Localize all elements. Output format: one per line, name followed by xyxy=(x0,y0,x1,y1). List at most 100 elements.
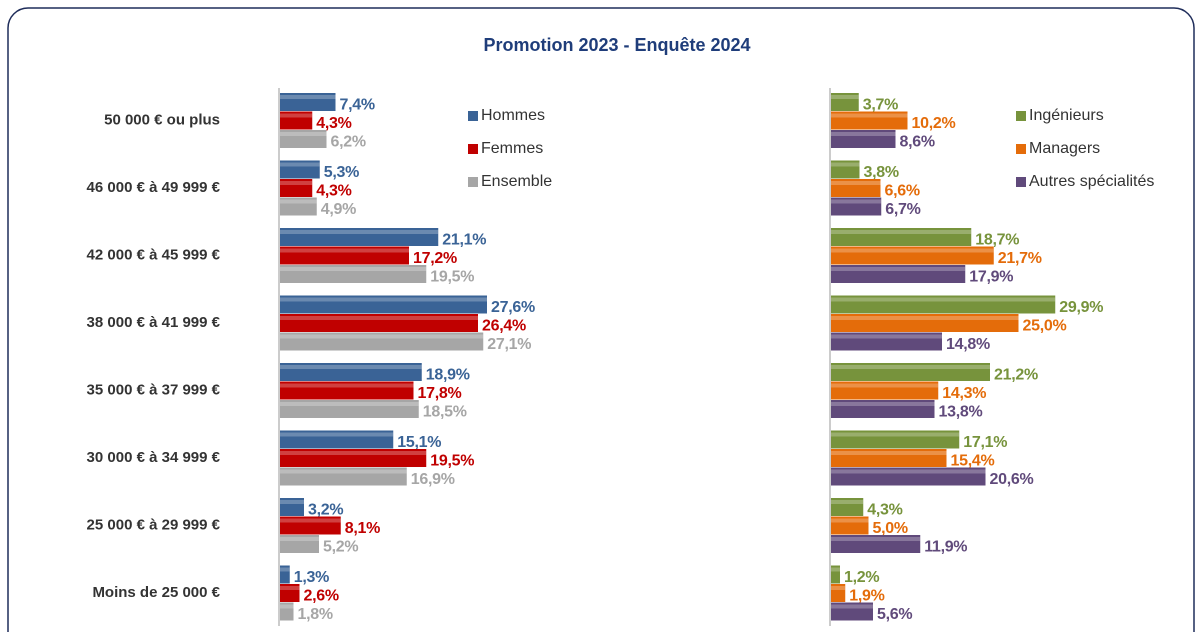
bar xyxy=(831,467,986,486)
bar-shine xyxy=(831,586,846,590)
bar-shine xyxy=(831,230,972,234)
category-label: Moins de 25 000 € xyxy=(92,584,220,601)
bar xyxy=(831,228,972,246)
value-label: 4,3% xyxy=(316,182,351,199)
bar xyxy=(280,332,484,351)
bar-shine xyxy=(280,113,313,118)
value-label: 19,5% xyxy=(430,268,474,285)
bar-shine xyxy=(280,181,313,185)
bar-shine xyxy=(831,334,942,339)
value-label: 1,2% xyxy=(844,569,879,586)
bar xyxy=(831,565,840,584)
bar xyxy=(831,295,1056,314)
bar xyxy=(831,130,896,148)
legend-swatch xyxy=(1016,111,1026,121)
value-label: 6,7% xyxy=(885,201,920,218)
legend-label: Ingénieurs xyxy=(1029,107,1104,124)
value-label: 21,1% xyxy=(442,231,486,248)
bar xyxy=(280,246,409,265)
bar-shine xyxy=(831,181,881,185)
bar-shine xyxy=(280,267,427,271)
value-label: 10,2% xyxy=(912,115,956,132)
bar xyxy=(280,430,394,449)
bar-shine xyxy=(280,162,320,167)
legend-label: Femmes xyxy=(481,140,543,157)
legend-label: Managers xyxy=(1029,140,1100,157)
bar-shine xyxy=(280,469,407,474)
bar xyxy=(831,179,881,197)
value-label: 15,1% xyxy=(397,434,441,451)
bar-shine xyxy=(280,365,422,369)
chart-title: Promotion 2023 - Enquête 2024 xyxy=(483,35,750,55)
bar xyxy=(831,265,966,283)
bar xyxy=(280,602,294,621)
value-label: 26,4% xyxy=(482,317,526,334)
value-label: 1,3% xyxy=(294,569,329,586)
bar xyxy=(280,467,407,486)
bar-shine xyxy=(280,586,300,590)
bar-shine xyxy=(280,500,304,504)
bar xyxy=(831,430,960,449)
bar-shine xyxy=(280,383,414,388)
bar-shine xyxy=(831,199,882,204)
bar xyxy=(831,584,846,602)
value-label: 3,2% xyxy=(308,501,343,518)
value-label: 6,6% xyxy=(885,182,920,199)
value-label: 5,2% xyxy=(323,538,358,555)
bar-shine xyxy=(831,267,966,271)
value-label: 21,7% xyxy=(998,250,1042,267)
bar-shine xyxy=(280,567,290,572)
value-label: 1,8% xyxy=(298,606,333,623)
bar-shine xyxy=(831,95,859,99)
bar xyxy=(280,265,427,283)
bar-shine xyxy=(831,402,935,406)
legend-swatch xyxy=(468,144,478,154)
bar xyxy=(831,516,869,535)
bar xyxy=(831,246,994,265)
value-label: 25,0% xyxy=(1023,317,1067,334)
bar-shine xyxy=(280,537,319,541)
legend-label: Ensemble xyxy=(481,173,552,190)
bar-shine xyxy=(831,432,960,437)
value-label: 18,7% xyxy=(975,231,1019,248)
value-label: 7,4% xyxy=(340,96,375,113)
value-label: 29,9% xyxy=(1059,299,1103,316)
bar xyxy=(831,363,990,381)
legend-swatch xyxy=(468,111,478,121)
category-label: 50 000 € ou plus xyxy=(104,112,220,129)
bar xyxy=(831,602,873,621)
value-label: 8,6% xyxy=(900,133,935,150)
legend-swatch xyxy=(1016,177,1026,187)
value-label: 5,3% xyxy=(324,164,359,181)
bar-shine xyxy=(280,132,327,136)
bar xyxy=(831,381,939,400)
bar-shine xyxy=(831,383,939,388)
bar-shine xyxy=(280,451,427,455)
bar xyxy=(280,111,313,130)
bar xyxy=(831,93,859,111)
bar xyxy=(831,111,908,130)
bar xyxy=(280,228,439,246)
value-label: 14,3% xyxy=(942,385,986,402)
value-label: 6,2% xyxy=(331,133,366,150)
bar-shine xyxy=(280,518,341,523)
value-label: 21,2% xyxy=(994,366,1038,383)
value-label: 13,8% xyxy=(939,403,983,420)
bar-shine xyxy=(280,199,317,204)
bar-shine xyxy=(831,365,990,369)
category-label: 38 000 € à 41 999 € xyxy=(87,314,221,331)
bar-shine xyxy=(831,297,1056,302)
value-label: 4,3% xyxy=(867,501,902,518)
bar xyxy=(831,535,921,553)
bar-shine xyxy=(831,316,1019,320)
bar-shine xyxy=(831,604,873,609)
legend-swatch xyxy=(1016,144,1026,154)
bar-shine xyxy=(280,316,478,320)
bar-shine xyxy=(831,537,921,541)
value-label: 17,2% xyxy=(413,250,457,267)
bar xyxy=(280,179,313,197)
bar-shine xyxy=(831,451,947,455)
bar xyxy=(280,400,419,418)
legend-label: Autres spécialités xyxy=(1029,173,1154,190)
